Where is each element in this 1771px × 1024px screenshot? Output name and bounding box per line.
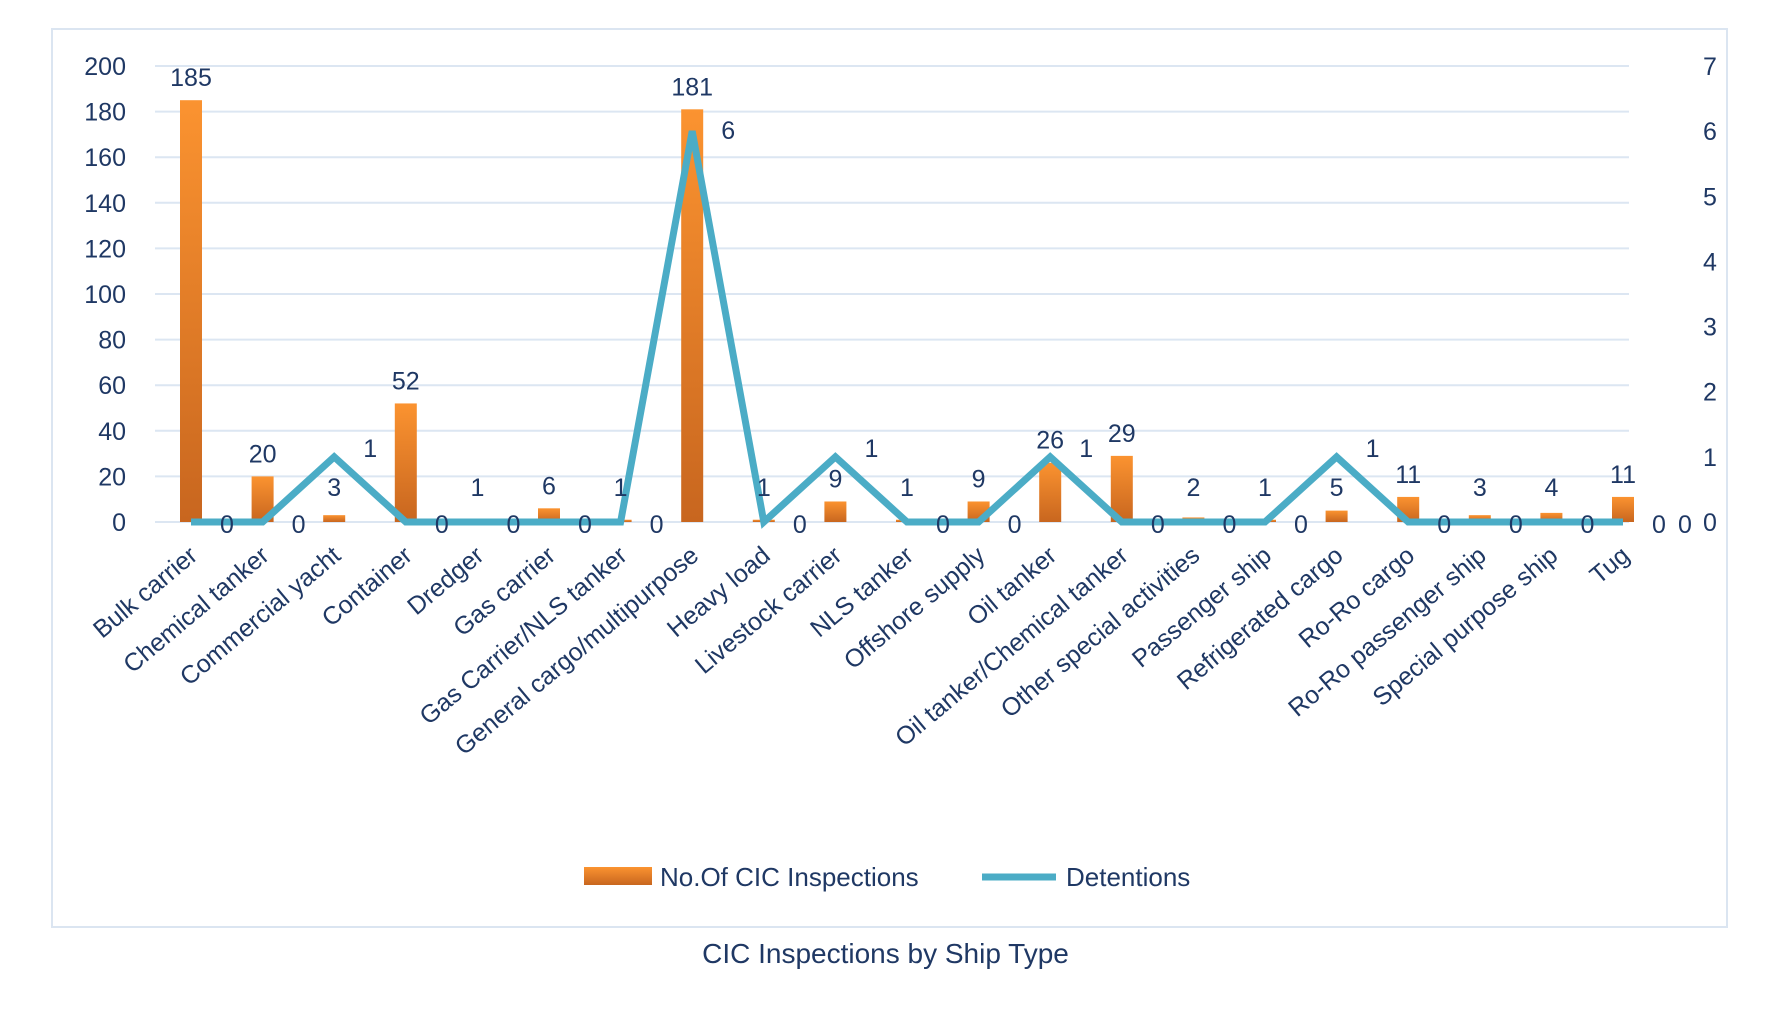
bar-data-label: 9 <box>828 465 842 493</box>
bar-data-label: 6 <box>542 472 556 500</box>
left-axis-tick: 160 <box>84 144 126 172</box>
bar-data-label: 11 <box>1610 461 1636 489</box>
line-data-label: 0 <box>1008 511 1022 539</box>
right-axis-tick: 0 <box>1703 509 1717 537</box>
line-data-label: 1 <box>363 435 377 463</box>
bar <box>1540 512 1563 522</box>
bar-data-label: 1 <box>1258 474 1272 502</box>
line-data-label: 0 <box>793 511 807 539</box>
bar-data-label: 29 <box>1108 420 1136 448</box>
left-axis-tick: 80 <box>98 327 126 355</box>
left-axis-tick: 40 <box>98 418 126 446</box>
bar-data-label: 1 <box>900 474 914 502</box>
left-axis-tick: 200 <box>84 53 126 81</box>
bar-data-label: 1 <box>470 474 484 502</box>
bar-data-label: 4 <box>1544 474 1558 502</box>
detentions-line <box>191 130 1623 529</box>
bar <box>180 100 202 522</box>
line-data-label: 1 <box>1366 435 1380 463</box>
bar <box>394 403 417 522</box>
bar-data-label: 11 <box>1395 461 1421 489</box>
line-data-label: 0 <box>506 511 520 539</box>
bar-data-label: 52 <box>392 367 420 395</box>
legend-label-detentions: Detentions <box>1066 862 1190 892</box>
left-axis-tick: 20 <box>98 463 126 491</box>
line-data-label: 0 <box>435 511 449 539</box>
line-data-label: 0 <box>650 511 664 539</box>
bar <box>1325 510 1348 522</box>
left-axis-tick: 120 <box>84 235 126 263</box>
left-axis-tick: 140 <box>84 190 126 218</box>
line-data-label: 1 <box>1079 435 1093 463</box>
line-data-label: 0 <box>292 511 306 539</box>
bar-data-label: 5 <box>1330 474 1344 502</box>
line-data-label: 0 <box>1580 511 1594 539</box>
bar-data-label: 181 <box>671 73 713 101</box>
line-data-label: 0 <box>1437 511 1451 539</box>
bar-data-label: 3 <box>327 474 341 502</box>
extra-label: 0 <box>1678 511 1692 539</box>
bar-data-label: 2 <box>1186 474 1200 502</box>
left-axis-tick: 180 <box>84 99 126 127</box>
line-data-label: 0 <box>1294 511 1308 539</box>
line-data-label: 0 <box>220 511 234 539</box>
right-axis-tick: 6 <box>1703 118 1717 146</box>
line-data-label: 0 <box>1222 511 1236 539</box>
line-data-label: 6 <box>721 117 735 145</box>
legend-label-inspections: No.Of CIC Inspections <box>660 862 919 892</box>
line-data-label: 0 <box>1151 511 1165 539</box>
bar-data-label: 1 <box>614 474 628 502</box>
right-axis-tick: 7 <box>1703 53 1717 81</box>
right-axis-tick: 2 <box>1703 379 1717 407</box>
bar <box>251 476 274 522</box>
bar-data-label: 26 <box>1036 427 1064 455</box>
left-axis-tick: 60 <box>98 372 126 400</box>
bar <box>1110 455 1133 522</box>
line-data-label: 0 <box>936 511 950 539</box>
line-data-label: 0 <box>578 511 592 539</box>
bar <box>323 515 346 522</box>
bar <box>1612 496 1634 522</box>
left-axis-tick: 0 <box>112 509 126 537</box>
left-axis-tick: 100 <box>84 281 126 309</box>
bar-data-label: 1 <box>757 474 771 502</box>
line-data-label: 1 <box>864 435 878 463</box>
bar-data-label: 3 <box>1473 474 1487 502</box>
right-axis-tick: 5 <box>1703 183 1717 211</box>
bar <box>1039 462 1062 522</box>
chart-caption: CIC Inspections by Ship Type <box>702 938 1069 969</box>
bar-data-label: 185 <box>170 64 212 92</box>
bar <box>681 109 704 522</box>
legend-bar-swatch <box>584 867 652 885</box>
right-axis-tick: 4 <box>1703 248 1717 276</box>
right-axis-tick: 1 <box>1703 444 1717 472</box>
bar <box>824 501 847 522</box>
right-axis-tick: 3 <box>1703 314 1717 342</box>
line-data-label: 0 <box>1652 511 1666 539</box>
bar-data-label: 20 <box>249 440 277 468</box>
chart-border <box>51 28 1728 928</box>
line-data-label: 0 <box>1509 511 1523 539</box>
bar-data-label: 9 <box>972 465 986 493</box>
